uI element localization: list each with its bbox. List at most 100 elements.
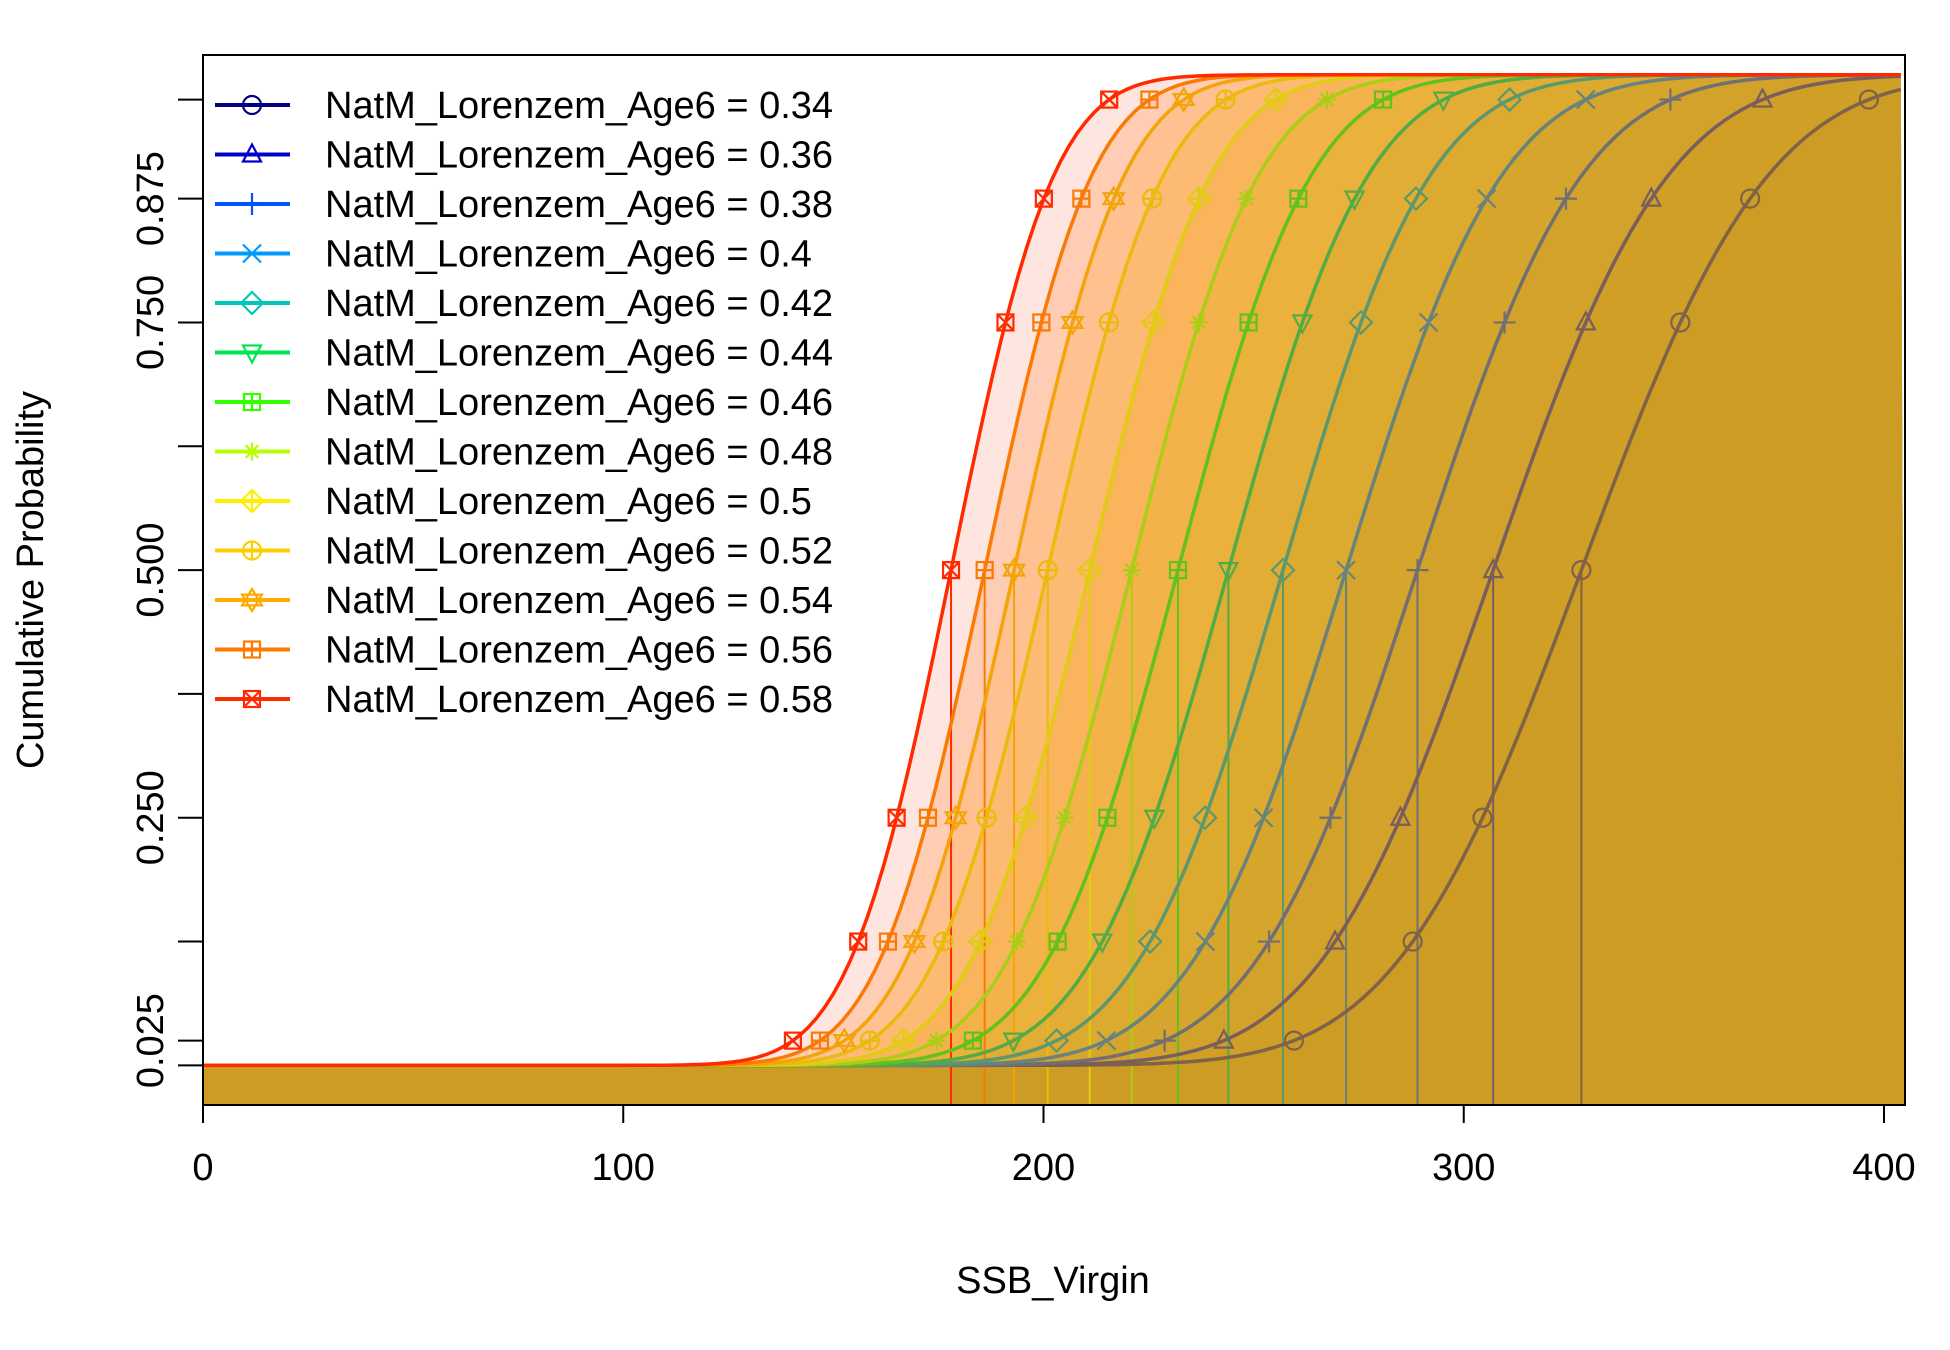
legend-marker-icon (242, 689, 262, 709)
legend-marker-icon (239, 488, 265, 514)
cdf-markers (783, 86, 1879, 1054)
fill-region-3 (203, 74, 1905, 1105)
marker-12-5 (1034, 189, 1053, 208)
fill-region-6 (203, 74, 1905, 1105)
marker-7-1 (1008, 932, 1027, 951)
marker-11-5 (1072, 189, 1091, 208)
fill-region-8 (203, 74, 1905, 1105)
marker-1-6 (1751, 87, 1774, 108)
marker-12-6 (1100, 90, 1119, 109)
marker-12-4 (996, 313, 1015, 332)
legend-marker-icon (239, 290, 265, 316)
legend-label: NatM_Lorenzem_Age6 = 0.48 (325, 432, 833, 474)
marker-6-3 (1168, 560, 1188, 580)
plot-fills (203, 74, 1905, 1105)
legend-item-2: NatM_Lorenzem_Age6 = 0.38 (215, 184, 833, 226)
marker-5-1 (1091, 933, 1114, 954)
fill-region-11 (203, 74, 1905, 1105)
legend-marker-icon (242, 640, 262, 659)
legend-marker-icon (243, 442, 261, 461)
marker-9-1 (933, 931, 954, 952)
marker-4-5 (1403, 186, 1429, 212)
plot-frame (202, 54, 1906, 1106)
y-tick-label-8: 0.875 (130, 151, 172, 246)
marker-6-5 (1289, 189, 1308, 208)
marker-2-0 (1153, 1029, 1176, 1052)
marker-9-2 (976, 807, 997, 828)
x-tick-label-1: 100 (592, 1147, 655, 1189)
marker-4-6 (1496, 87, 1523, 113)
legend-item-12: NatM_Lorenzem_Age6 = 0.58 (215, 679, 833, 721)
marker-3-2 (1253, 807, 1274, 828)
marker-1-4 (1575, 310, 1597, 331)
marker-10-1 (902, 928, 927, 955)
fill-region-4 (203, 74, 1905, 1105)
marker-10-2 (943, 804, 968, 831)
y-tick-label-5: 0.500 (130, 523, 172, 618)
legend-label: NatM_Lorenzem_Age6 = 0.38 (325, 184, 833, 226)
legend-label: NatM_Lorenzem_Age6 = 0.4 (325, 234, 812, 276)
fill-region-10 (203, 74, 1905, 1105)
marker-10-3 (1002, 556, 1027, 584)
marker-11-1 (878, 932, 898, 951)
marker-1-2 (1389, 805, 1412, 826)
x-tick-label-2: 200 (1012, 1147, 1075, 1189)
median-lines (950, 570, 1583, 1105)
marker-0-4 (1670, 312, 1691, 333)
marker-5-3 (1217, 561, 1240, 583)
legend-label: NatM_Lorenzem_Age6 = 0.58 (325, 679, 833, 721)
fill-region-1 (203, 76, 1905, 1105)
marker-11-6 (1140, 90, 1159, 109)
y-axis-label: Cumulative Probability (10, 391, 52, 769)
y-tick-label-1: 0.025 (130, 993, 172, 1088)
marker-3-6 (1575, 89, 1596, 110)
marker-6-4 (1239, 313, 1258, 332)
marker-3-3 (1336, 560, 1356, 580)
legend-label: NatM_Lorenzem_Age6 = 0.44 (325, 333, 833, 375)
marker-1-0 (1212, 1028, 1235, 1049)
legend-marker-icon (241, 142, 263, 163)
legend-item-10: NatM_Lorenzem_Age6 = 0.54 (215, 580, 833, 622)
marker-0-5 (1740, 188, 1761, 209)
marker-9-3 (1037, 559, 1058, 581)
legend-item-8: NatM_Lorenzem_Age6 = 0.5 (215, 481, 812, 523)
marker-1-3 (1482, 557, 1504, 579)
marker-2-4 (1493, 311, 1516, 334)
x-tick-label-4: 400 (1852, 1147, 1915, 1189)
marker-9-5 (1142, 188, 1163, 209)
legend-marker-icon (241, 540, 263, 561)
marker-2-2 (1319, 806, 1342, 829)
marker-2-6 (1659, 88, 1682, 111)
marker-3-1 (1195, 931, 1216, 952)
marker-10-6 (1171, 86, 1196, 113)
cdf-line-12 (203, 73, 1901, 1068)
marker-9-4 (1098, 312, 1120, 333)
marker-7-2 (1055, 808, 1074, 827)
legend-label: NatM_Lorenzem_Age6 = 0.52 (325, 531, 833, 573)
marker-0-2 (1472, 807, 1493, 828)
legend-item-5: NatM_Lorenzem_Age6 = 0.44 (215, 333, 833, 375)
marker-10-5 (1101, 185, 1126, 212)
marker-5-6 (1432, 91, 1455, 112)
legend-marker-icon (240, 586, 264, 614)
y-tick-label-3: 0.250 (130, 770, 172, 865)
legend-marker-icon (241, 94, 263, 116)
marker-8-3 (1077, 557, 1103, 583)
marker-2-3 (1406, 559, 1429, 582)
legend: NatM_Lorenzem_Age6 = 0.34 NatM_Lorenzem_A… (215, 85, 833, 721)
marker-4-3 (1270, 557, 1296, 583)
legend-item-7: NatM_Lorenzem_Age6 = 0.48 (215, 432, 833, 474)
legend-marker-icon (241, 193, 263, 215)
y-axis: 0.025 0.250 0.500 0.750 0.875 (130, 98, 203, 1088)
x-tick-label-3: 300 (1432, 1147, 1495, 1189)
legend-marker-icon (242, 243, 262, 264)
marker-8-6 (1263, 87, 1289, 113)
y-tick-label-7: 0.750 (130, 275, 172, 370)
fill-region-5 (203, 74, 1905, 1105)
marker-5-2 (1143, 809, 1166, 831)
marker-11-3 (975, 560, 994, 580)
marker-6-0 (963, 1031, 982, 1050)
marker-4-2 (1192, 805, 1218, 831)
marker-0-1 (1402, 931, 1423, 952)
